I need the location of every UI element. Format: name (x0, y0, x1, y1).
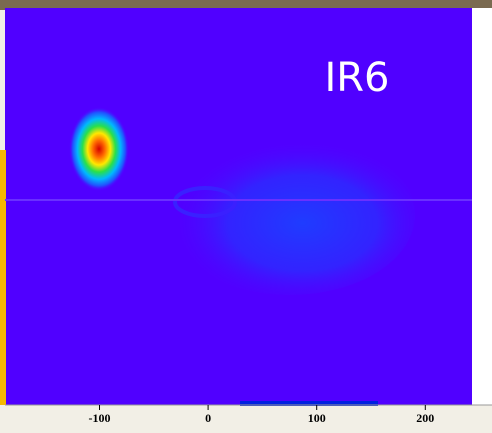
x-tick-label: 0 (205, 411, 211, 425)
left-bar (0, 150, 6, 405)
x-tick-label: 100 (308, 411, 326, 425)
annotation: IR6 (324, 55, 389, 101)
right-border (472, 8, 492, 405)
screenshot: IR6 -100 0 100 200 (0, 0, 492, 433)
x-tick-label: 200 (416, 411, 434, 425)
hot-spot (69, 107, 129, 191)
x-tick-label: -100 (88, 411, 110, 425)
